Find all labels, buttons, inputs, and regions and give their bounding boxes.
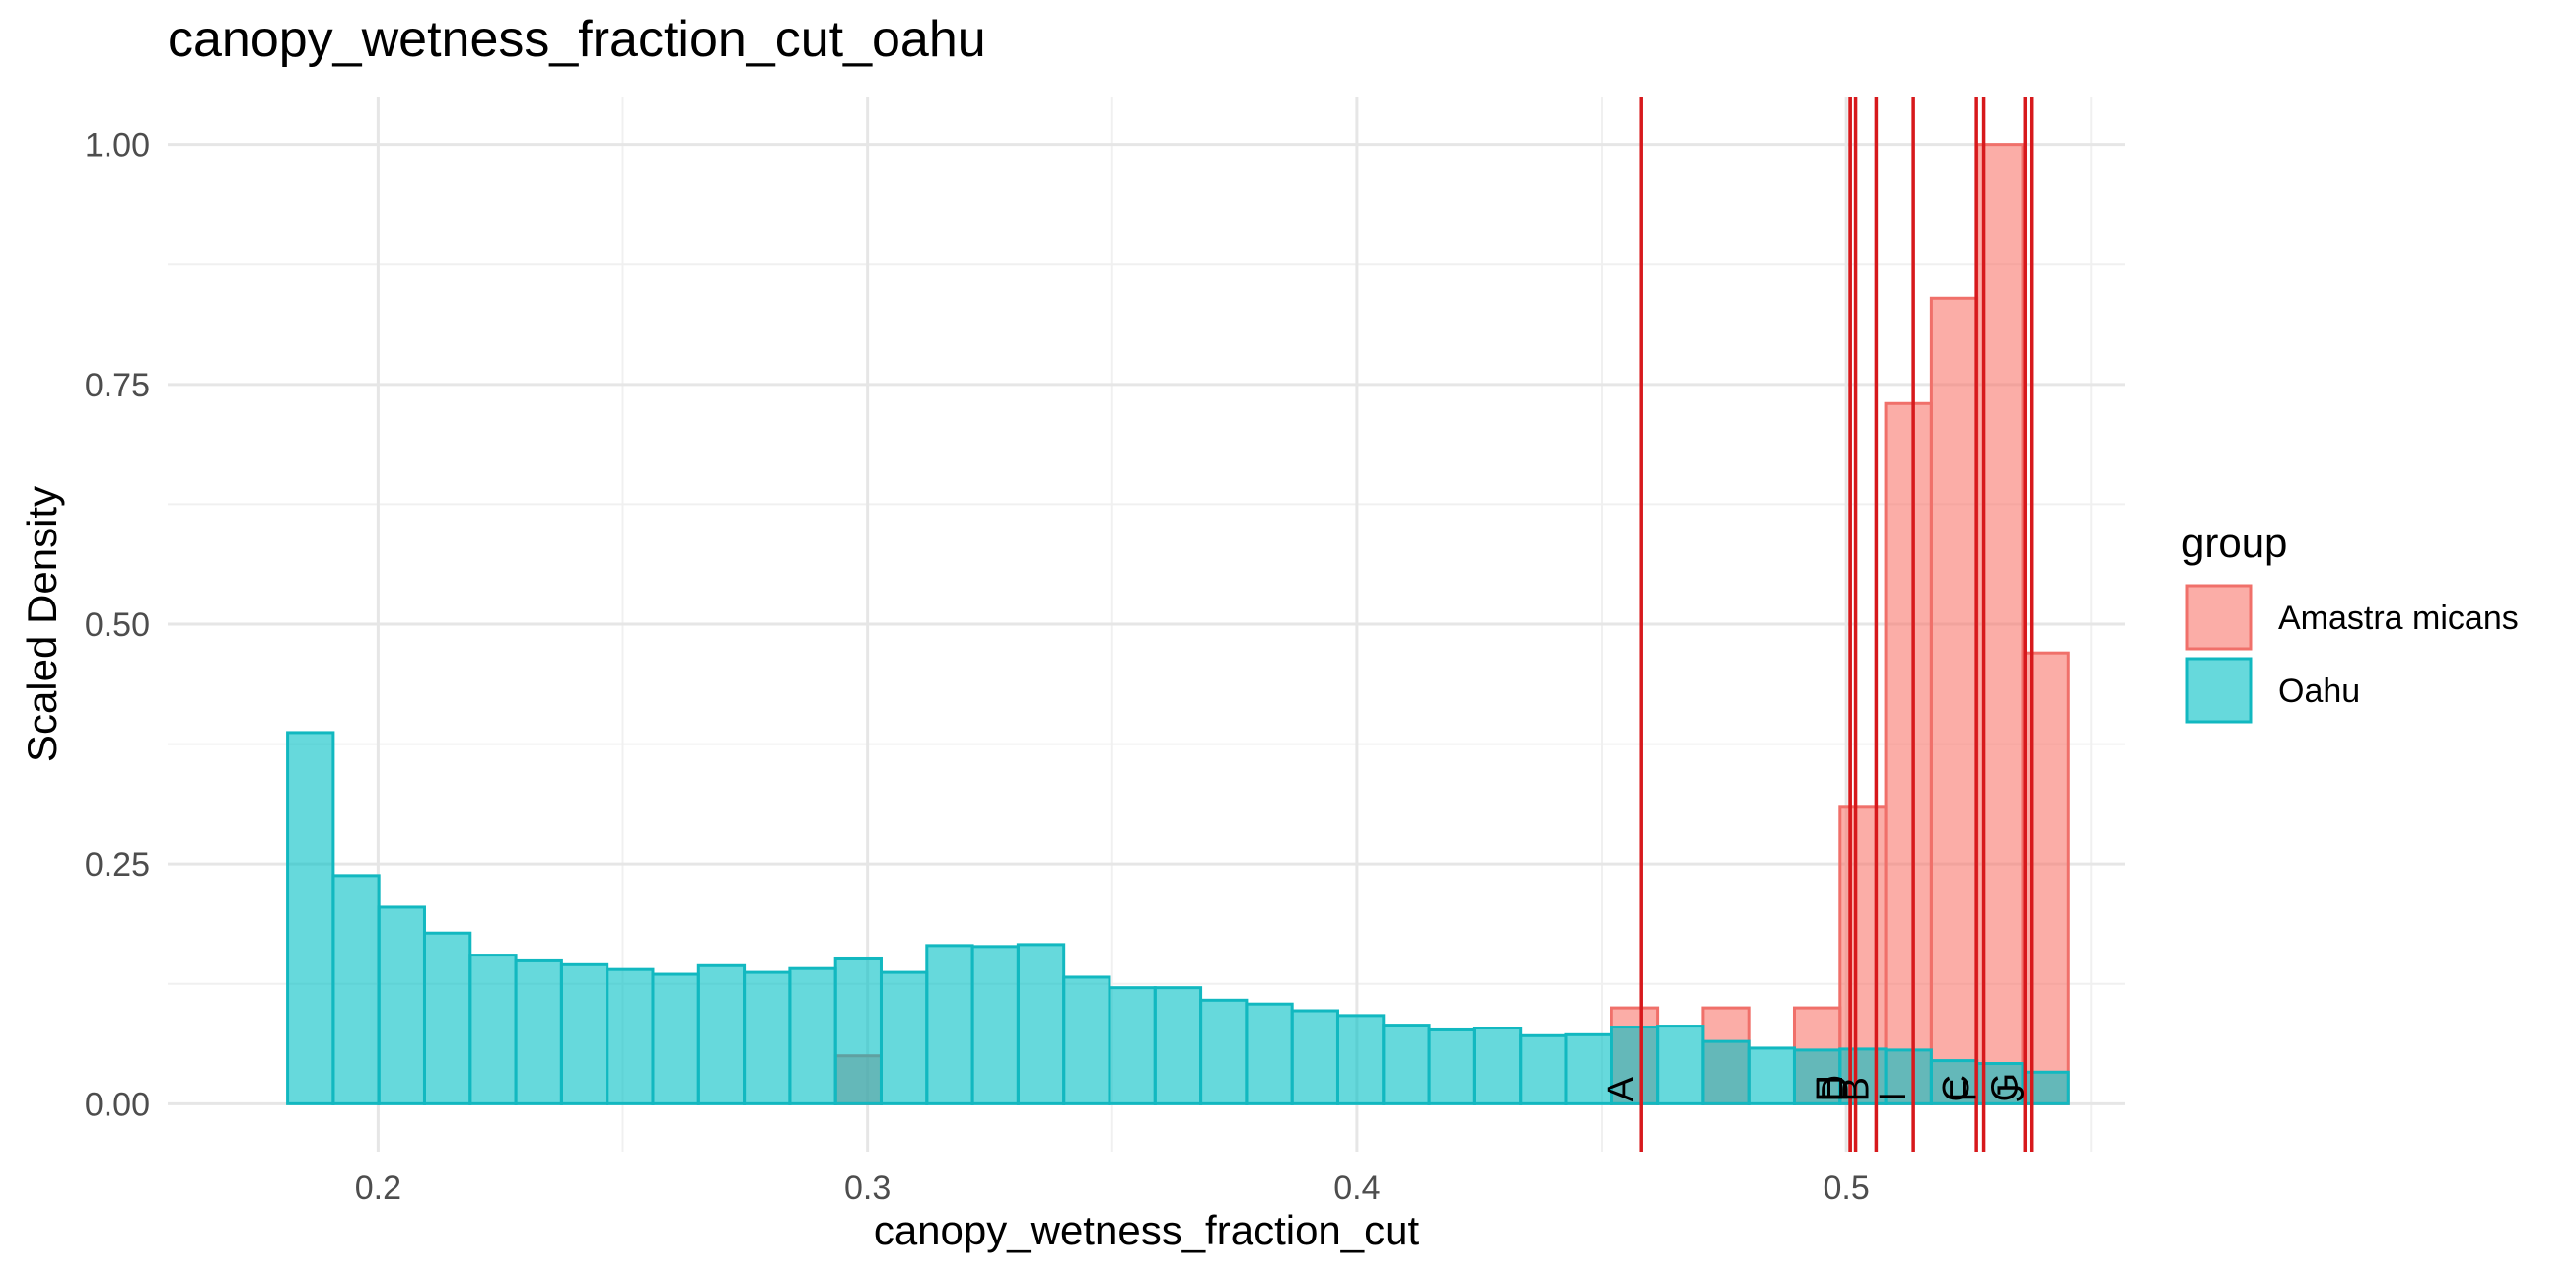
bar-oahu bbox=[1382, 1024, 1431, 1105]
reference-lines: A B C DE F G H I J bbox=[1601, 97, 2034, 1152]
bar-oahu bbox=[1929, 1059, 1979, 1105]
bar-oahu bbox=[970, 945, 1020, 1105]
bar-amastra-micans bbox=[1884, 401, 1933, 1105]
bar-oahu bbox=[377, 905, 426, 1105]
legend-label: Oahu bbox=[2278, 673, 2360, 710]
bar-oahu bbox=[1472, 1027, 1523, 1105]
bar-oahu bbox=[651, 972, 700, 1105]
chart-title: canopy_wetness_fraction_cut_oahu bbox=[168, 11, 986, 68]
bar-oahu bbox=[1838, 1047, 1888, 1105]
bar-oahu bbox=[606, 967, 655, 1105]
legend-label: Amastra micans bbox=[2278, 600, 2519, 637]
y-axis-title: Scaled Density bbox=[19, 486, 65, 762]
legend: group Amastra micans Oahu bbox=[2182, 520, 2519, 724]
y-tick-label: 1.00 bbox=[85, 127, 150, 165]
bar-oahu bbox=[788, 966, 837, 1105]
bar-oahu bbox=[1108, 986, 1157, 1105]
vline-label-D: D bbox=[1816, 1075, 1857, 1101]
bar-oahu bbox=[833, 956, 883, 1105]
y-tick-label: 0.25 bbox=[85, 846, 150, 884]
grid-lines bbox=[168, 97, 2125, 1152]
bar-oahu bbox=[559, 962, 609, 1105]
bar-oahu bbox=[1199, 998, 1249, 1105]
bar-oahu bbox=[1153, 986, 1203, 1105]
bar-oahu bbox=[1747, 1046, 1796, 1105]
vline-label-I: I bbox=[1873, 1092, 1914, 1102]
bar-oahu bbox=[1656, 1025, 1705, 1105]
legend-key-oahu bbox=[2185, 657, 2253, 724]
bar-oahu bbox=[1427, 1027, 1476, 1105]
bar-oahu bbox=[1701, 1039, 1751, 1105]
x-tick-label: 0.4 bbox=[1333, 1169, 1380, 1207]
bar-oahu bbox=[1610, 1026, 1660, 1105]
vline-label-E: E bbox=[1810, 1077, 1851, 1101]
bar-oahu bbox=[1016, 943, 1066, 1105]
vline-label-B: B bbox=[1835, 1077, 1877, 1101]
y-tick-label: 0.00 bbox=[85, 1086, 150, 1123]
bar-oahu bbox=[1062, 975, 1111, 1105]
bar-oahu bbox=[1335, 1014, 1386, 1105]
x-tick-label: 0.5 bbox=[1824, 1169, 1870, 1207]
vline-label-G: G bbox=[1984, 1073, 2026, 1102]
y-tick-label: 0.50 bbox=[85, 606, 150, 644]
x-tick-label: 0.2 bbox=[355, 1169, 401, 1207]
legend-title: group bbox=[2182, 520, 2287, 566]
y-tick-label: 0.75 bbox=[85, 367, 150, 404]
bar-oahu bbox=[1245, 1002, 1294, 1105]
bar-oahu bbox=[422, 931, 472, 1105]
vline-label-C: C bbox=[1936, 1075, 1977, 1101]
bar-oahu bbox=[514, 958, 563, 1105]
vline-label-J: J bbox=[1991, 1083, 2033, 1101]
bar-amastra-micans bbox=[1929, 296, 1979, 1105]
axis-labels: 0.2 0.3 0.4 0.5 0.00 0.25 0.50 0.75 1.00 canopy_w… bbox=[19, 127, 1870, 1253]
bar-oahu bbox=[286, 731, 335, 1105]
bar-oahu bbox=[743, 970, 792, 1105]
bar-oahu bbox=[925, 944, 974, 1105]
bar-oahu bbox=[468, 954, 518, 1105]
vline-label-F: F bbox=[1944, 1079, 1985, 1101]
vline-label-H: H bbox=[1810, 1075, 1851, 1101]
bar-oahu bbox=[696, 963, 747, 1105]
bar-oahu bbox=[879, 970, 929, 1105]
bar-oahu bbox=[1290, 1009, 1339, 1105]
x-tick-label: 0.3 bbox=[844, 1169, 891, 1207]
bar-amastra-micans bbox=[2021, 651, 2070, 1105]
bar-oahu bbox=[1519, 1033, 1568, 1105]
x-axis-title: canopy_wetness_fraction_cut bbox=[874, 1207, 1420, 1253]
vline-label-A: A bbox=[1601, 1076, 1642, 1101]
legend-key-amastra-micans bbox=[2185, 584, 2253, 651]
bar-oahu bbox=[331, 874, 381, 1105]
